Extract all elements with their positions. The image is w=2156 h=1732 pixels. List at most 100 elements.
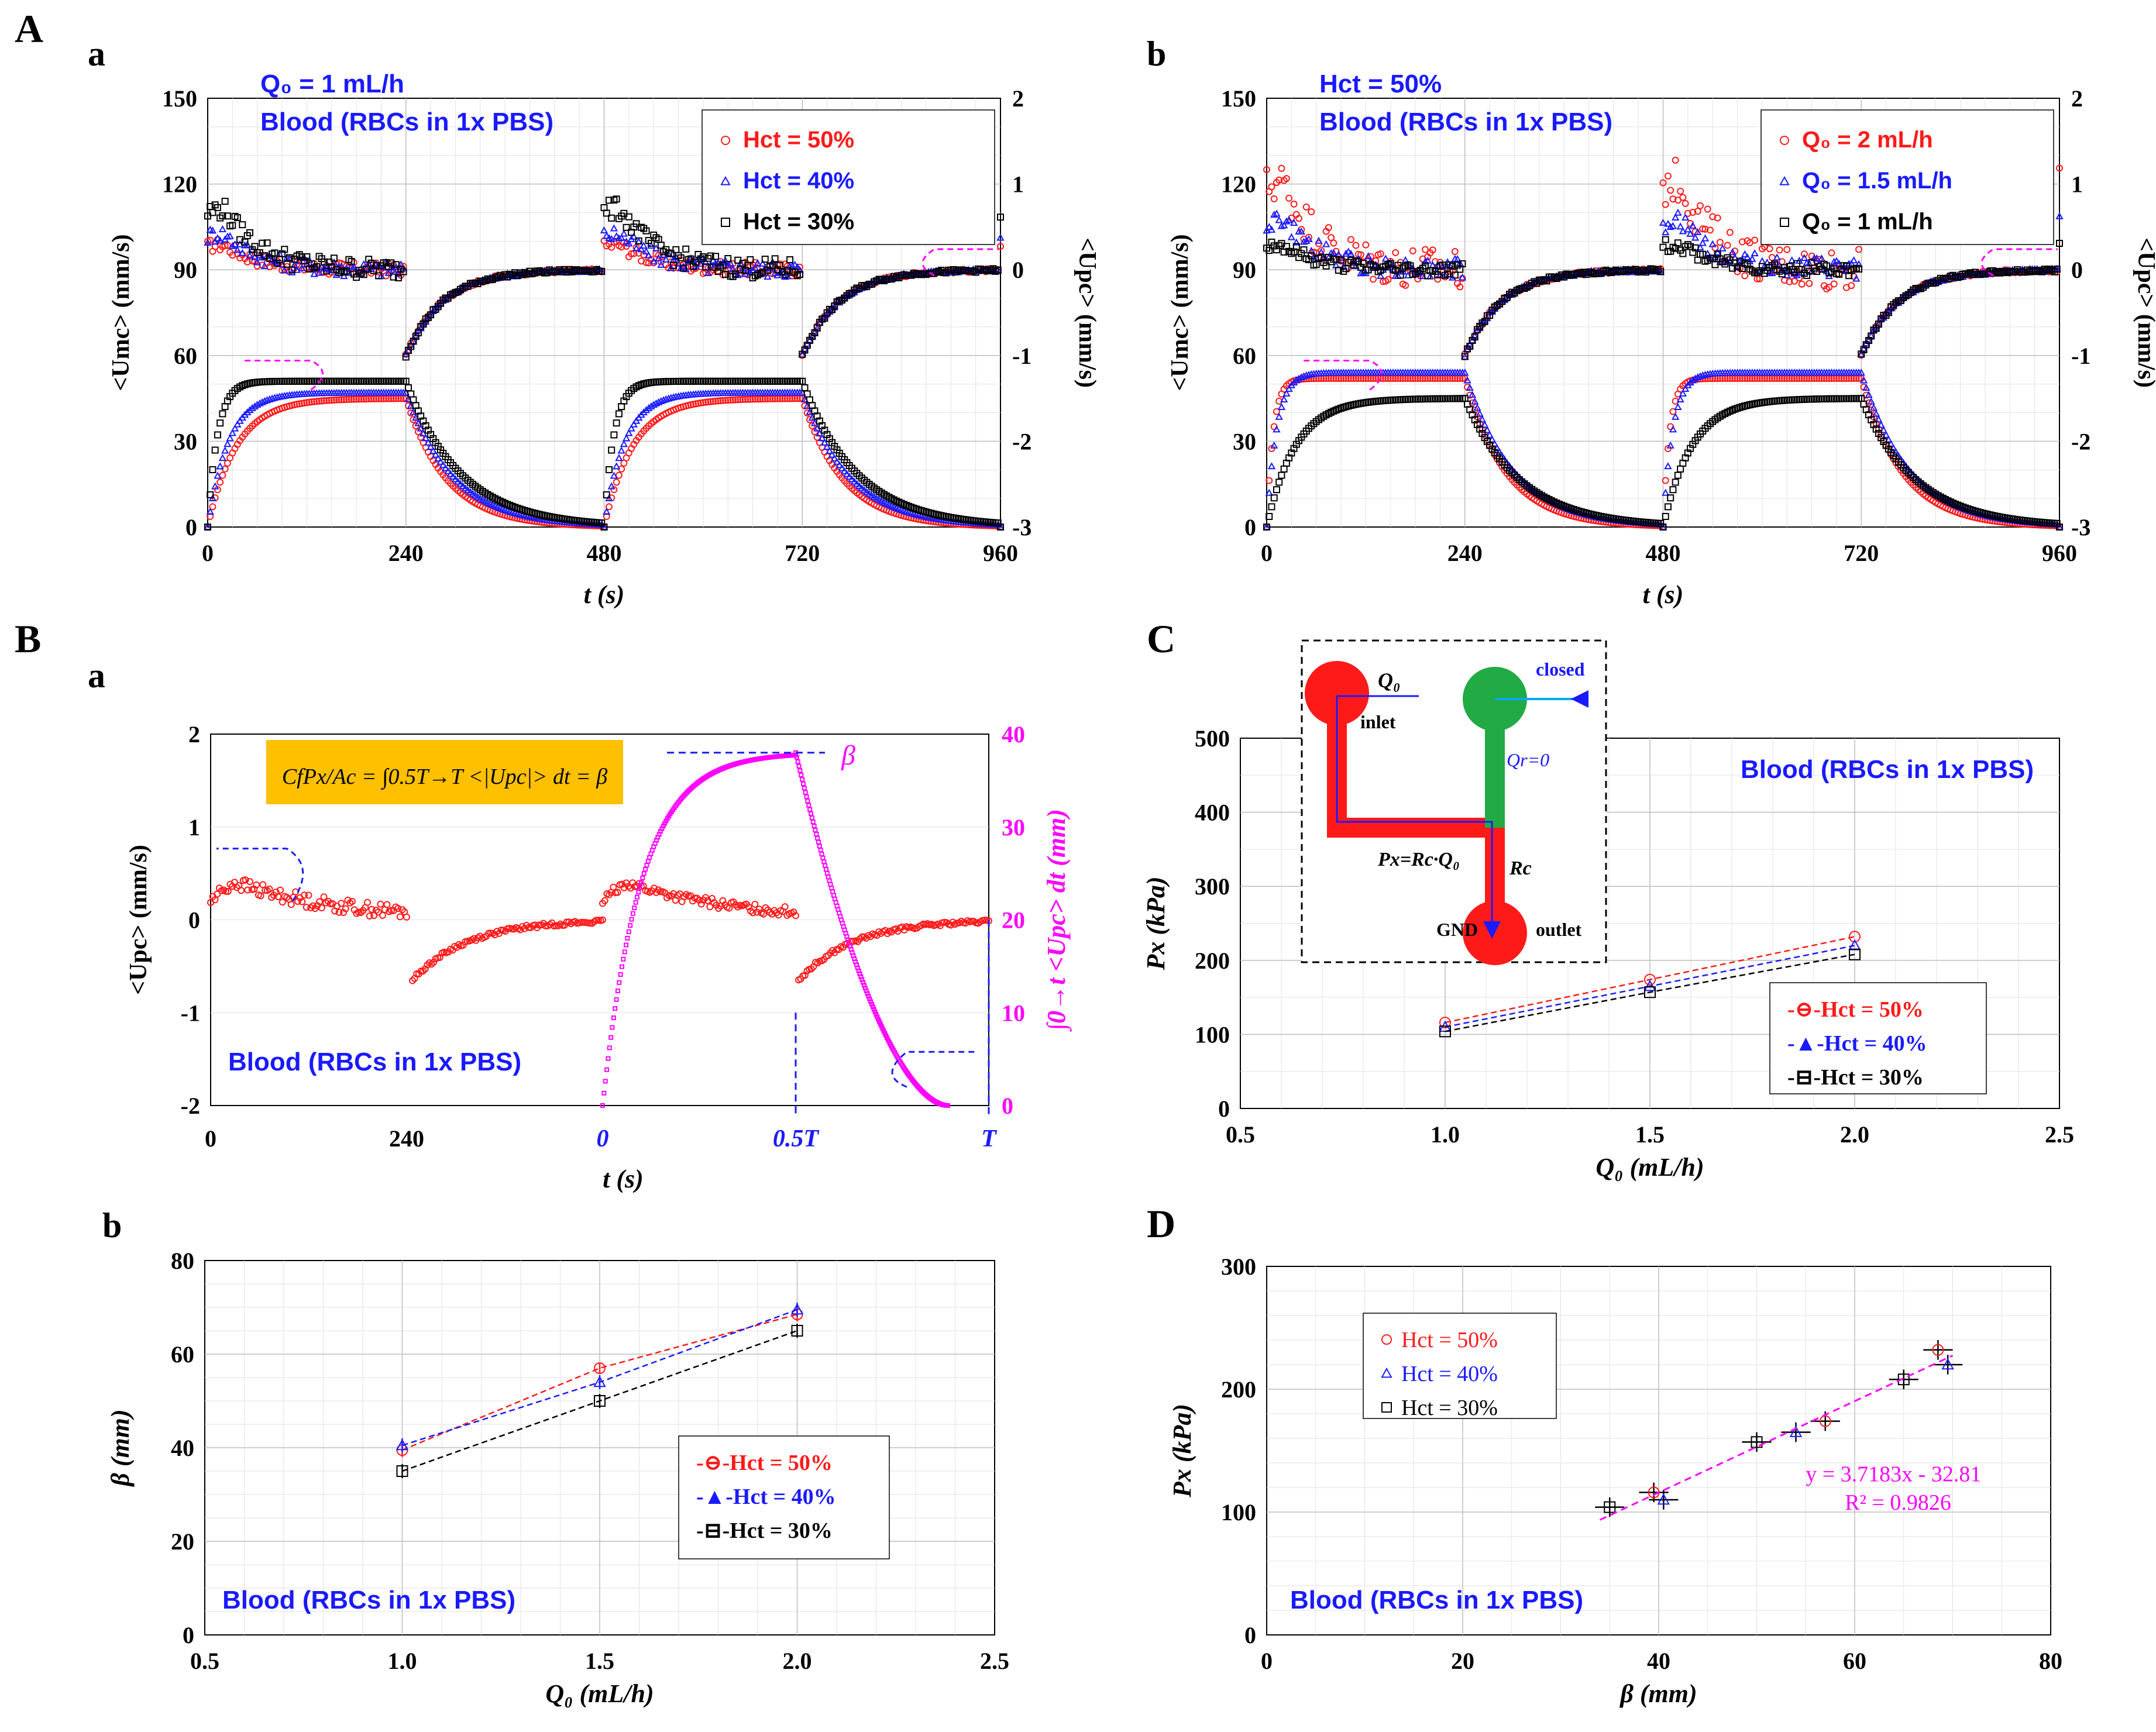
integral-point [809, 811, 813, 816]
upc-point [601, 897, 608, 904]
upc-point [696, 896, 703, 904]
y-tick-label: 60 [174, 343, 197, 369]
umc-point [1473, 404, 1481, 411]
integral-point [621, 956, 626, 962]
umc-point [845, 472, 854, 480]
integral-point [803, 790, 808, 795]
upc-point [769, 262, 776, 270]
upc-point [239, 221, 246, 229]
upc-point [1377, 250, 1384, 258]
upc-point [670, 261, 678, 269]
integral-point [797, 768, 803, 773]
x-tick-label: 240 [388, 540, 424, 566]
upc-point [223, 212, 231, 220]
inset-outlet: outlet [1536, 919, 1582, 940]
integral-point [805, 798, 810, 804]
upc-point [1823, 262, 1830, 270]
upc-point [310, 270, 318, 277]
y2-tick-label: -1 [2071, 343, 2090, 369]
upc-point [363, 266, 370, 273]
upc-point [1664, 172, 1672, 180]
upc-point [1869, 326, 1878, 333]
y2-tick-label: 2 [2071, 85, 2083, 112]
integral-point [874, 1012, 879, 1017]
umc-point [395, 395, 403, 402]
umc-point [799, 377, 806, 385]
umc-point [367, 395, 375, 402]
upc-point [392, 261, 400, 268]
umc-point [350, 395, 357, 403]
x-axis-label: Q₀ (mL/h) [545, 1679, 654, 1708]
y2-tick-label: -3 [1012, 514, 1031, 540]
umc-point [1865, 390, 1873, 398]
x-axis-label: Q₀ (mL/h) [1595, 1153, 1704, 1182]
umc-point [843, 470, 851, 477]
umc-point [664, 394, 673, 402]
subtitle: Blood (RBCs in 1x PBS) [1319, 108, 1612, 136]
upc-point [1449, 263, 1456, 270]
legend-marker [1780, 218, 1789, 227]
upc-point [617, 233, 625, 241]
upc-point [305, 891, 312, 899]
upc-point [792, 912, 799, 920]
umc-point [1859, 376, 1868, 384]
upc-point [1451, 248, 1459, 256]
upc-point [786, 256, 794, 264]
y-tick-label: 20 [171, 1528, 194, 1555]
integral-point [634, 894, 639, 900]
x-tick-label: 960 [983, 540, 1018, 566]
integral-point [866, 994, 871, 999]
upc-point [1439, 261, 1446, 269]
upc-point [409, 977, 416, 984]
integral-point [639, 880, 644, 885]
upc-point [1273, 209, 1281, 217]
y2-axis-label: ∫0→t <Upc> dt (mm) [1042, 809, 1072, 1032]
umc-point [729, 396, 737, 404]
integral-point [809, 815, 814, 821]
upc-point [726, 259, 735, 267]
upc-point [1697, 202, 1704, 209]
legend-entry: Q₀ = 1.5 mL/h [1802, 168, 1952, 194]
upc-point [340, 908, 348, 916]
legend-entry: Q₀ = 1 mL/h [1802, 209, 1933, 235]
umc-point [233, 420, 242, 428]
upc-point [647, 239, 655, 247]
upc-point [762, 904, 769, 911]
integral-point [810, 819, 816, 825]
upc-point [1852, 274, 1861, 282]
upc-point [796, 271, 804, 278]
upc-point [400, 268, 407, 276]
umc-point [298, 400, 305, 407]
upc-point [706, 903, 714, 911]
umc-point [1299, 372, 1308, 380]
upc-point [1776, 246, 1783, 254]
y-tick-label: 30 [1233, 428, 1256, 454]
upc-point [783, 267, 791, 274]
fit-r2: R² = 0.9826 [1845, 1490, 1951, 1515]
upc-point [214, 890, 221, 898]
umc-point [630, 420, 638, 428]
umc-point [209, 503, 216, 511]
umc-point [449, 472, 457, 480]
upc-point [1671, 213, 1680, 221]
umc-point [1295, 374, 1303, 382]
upc-point [682, 245, 690, 253]
umc-point [1681, 384, 1690, 392]
upc-point [721, 271, 729, 278]
upc-point [1664, 219, 1672, 227]
upc-point [253, 881, 260, 889]
umc-point [1461, 369, 1469, 376]
trend-line [1445, 936, 1855, 1024]
y2-axis-label: <Upc> (mm/s) [1074, 237, 1101, 388]
upc-point [221, 242, 229, 249]
upc-point [271, 249, 278, 257]
integral-point [626, 929, 631, 934]
upc-point [768, 910, 776, 918]
y2-tick-label: 1 [1012, 171, 1024, 198]
x-tick-label: 1.0 [388, 1648, 417, 1674]
upc-point [1392, 249, 1399, 256]
data-point [1789, 1425, 1803, 1437]
upc-point [253, 258, 262, 266]
